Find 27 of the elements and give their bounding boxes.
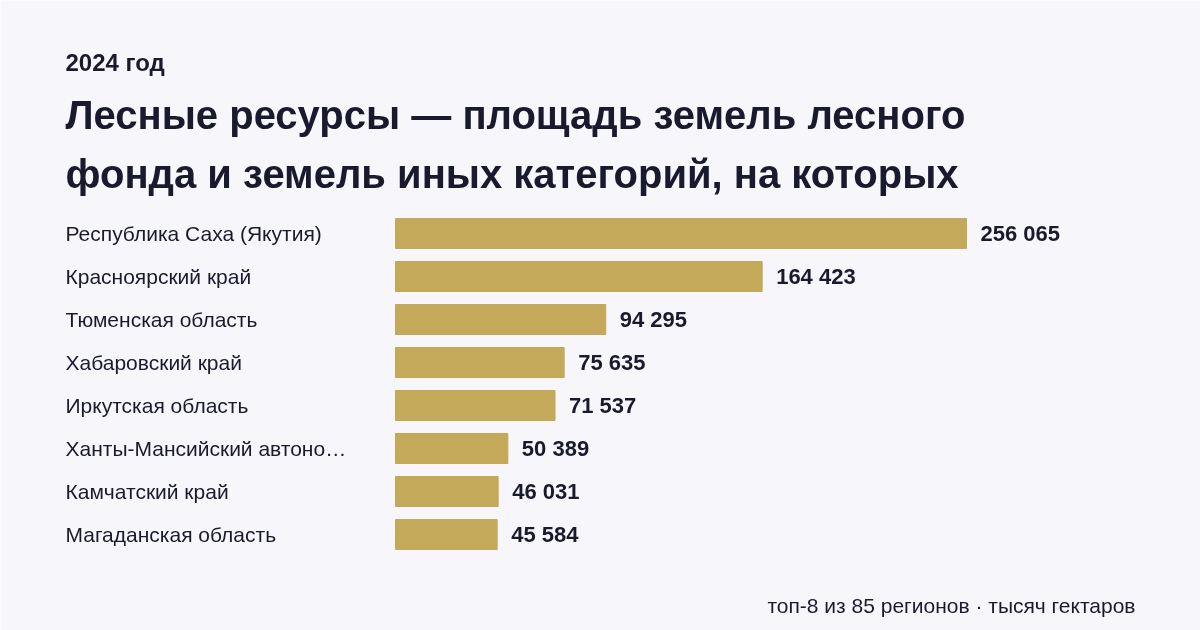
- bar: [395, 304, 607, 335]
- bar: [395, 347, 565, 378]
- text: топ-8 из 85 регионов · тысяч гектаров: [767, 594, 1136, 617]
- data-label: 164 423: [776, 264, 856, 289]
- data-label: 75 635: [578, 350, 646, 375]
- bar: [395, 218, 967, 249]
- data-label: 50 389: [521, 436, 590, 461]
- bar: [395, 261, 763, 292]
- y-tick-label: Красноярский край: [65, 265, 252, 288]
- text: 2024 год: [65, 49, 165, 76]
- y-tick-label: Магаданская область: [65, 523, 277, 546]
- y-tick-label: Камчатский край: [65, 480, 229, 503]
- bar: [395, 476, 499, 507]
- y-tick-label: Ханты-Мансийский автоно…: [65, 437, 347, 460]
- data-label: 71 537: [569, 393, 637, 418]
- data-label: 256 065: [980, 221, 1061, 246]
- y-tick-label: Хабаровский край: [65, 351, 242, 374]
- y-tick-label: Тюменская область: [65, 308, 258, 331]
- bar: [395, 433, 509, 464]
- data-label: 94 295: [619, 307, 688, 332]
- bar: [395, 390, 556, 421]
- bar: [395, 519, 498, 550]
- y-tick-label: Республика Саха (Якутия): [65, 222, 322, 245]
- chart-title: Лесные ресурсы — площадь земель лесного фонда и земель иных категорий, на которых: [65, 92, 966, 196]
- data-label: 46 031: [512, 479, 580, 504]
- y-tick-label: Иркутская область: [65, 394, 249, 417]
- data-label: 45 584: [511, 522, 580, 547]
